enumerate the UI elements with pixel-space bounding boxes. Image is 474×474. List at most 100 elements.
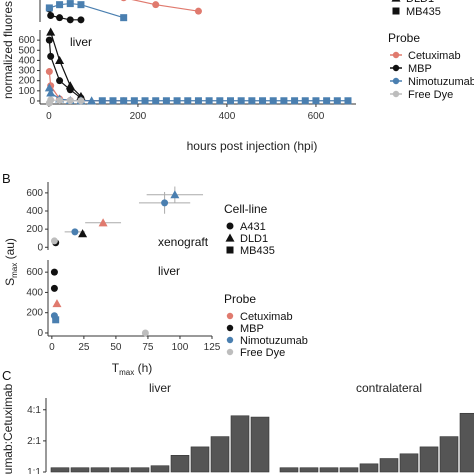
panel-b-y-tick-label: 400 — [26, 287, 43, 298]
panel-b-annotation: xenograft — [158, 235, 209, 249]
panel-a-upper-point — [152, 1, 160, 9]
legend-b-cellline-title: Cell-line — [224, 202, 268, 216]
panel-c-bar — [339, 467, 359, 473]
panel-c-y-tick-label: 2:1 — [27, 436, 41, 447]
panel-a-liver-point — [56, 96, 64, 104]
legend-a-cellline-marker — [391, 0, 401, 2]
panel-a-liver-point — [45, 36, 53, 44]
panel-b-y-tick-label: 600 — [26, 188, 43, 199]
panel-a-liver-point — [291, 97, 299, 105]
panel-a-liver-point — [45, 68, 53, 76]
panel-b: B 0 200 400 600 xenograft Smax (au) 0 200 400 60… — [2, 171, 308, 377]
panel-c-y-label: cumab:Cetuximab — [1, 383, 15, 474]
panel-b-y-tick-label: 200 — [26, 224, 43, 235]
panel-b-x-label: Tmax (h) — [112, 361, 152, 377]
legend-a-probe-title: Probe — [388, 31, 420, 45]
panel-a-liver-point — [226, 97, 234, 105]
panel-a-upper-series-line-0 — [131, 0, 199, 12]
panel-a-liver-y-tick-label: 600 — [18, 35, 35, 46]
panel-b-point — [141, 329, 149, 337]
panel-a-liver-point — [259, 97, 267, 105]
panel-a-liver-point — [184, 97, 192, 105]
panel-a-liver-point — [55, 55, 65, 65]
panel-b-y-label-sub: max — [10, 263, 19, 278]
panel-c-bar — [210, 436, 230, 473]
panel-c-bar — [439, 436, 459, 473]
legend-a-probe-label: Free Dye — [408, 89, 453, 101]
panel-a-liver-point — [205, 97, 213, 105]
panel-a-liver-point — [280, 97, 288, 105]
panel-a-liver-point — [65, 81, 75, 90]
panel-a-liver-point — [141, 97, 149, 105]
panel-c-bar — [379, 458, 399, 473]
panel-a-liver-point — [269, 97, 277, 105]
panel-a-upper-point — [77, 16, 85, 24]
legend-a-probe-marker — [392, 51, 400, 59]
panel-a-liver-point — [344, 97, 352, 105]
panel-c: C 1:1 2:1 4:1 cumab:Cetuximab liver contralat… — [1, 368, 474, 474]
panel-a-liver-point — [44, 83, 54, 92]
legend-b-probe-marker — [226, 336, 234, 344]
panel-b-x-tick-label: 50 — [110, 342, 122, 353]
panel-a-liver-point — [248, 97, 256, 105]
panel-c-bar — [399, 453, 419, 473]
panel-c-label: C — [2, 368, 11, 383]
panel-b-x-tick-label: 75 — [142, 342, 154, 353]
legend-b-cellline-marker — [226, 246, 234, 254]
panel-a-liver-point — [323, 97, 331, 105]
panel-c-facet-title-0: liver — [149, 381, 171, 395]
panel-b-point — [98, 218, 108, 227]
panel-b-y-tick-label: 200 — [26, 308, 43, 319]
panel-a-liver-x-tick-label: 600 — [308, 111, 325, 122]
panel-a-liver-y-tick-label: 500 — [18, 45, 35, 56]
panel-c-bar — [299, 467, 319, 473]
panel-c-y-tick-label: 1:1 — [27, 467, 41, 474]
panel-a-upper-point — [194, 7, 202, 15]
panel-b-xenograft-plot: 0 200 400 600 xenograft Smax (au) — [3, 182, 209, 286]
legend-a-cellline-label: DLD1 — [406, 0, 434, 5]
panel-a-x-label: hours post injection (hpi) — [187, 139, 318, 153]
panel-a-liver-point — [152, 97, 160, 105]
panel-a-liver-point — [130, 97, 138, 105]
legend-a-probe-marker — [392, 64, 400, 72]
legend-b-probe-label: MBP — [240, 323, 264, 335]
panel-c-facet-title-1: contralateral — [356, 381, 422, 395]
panel-a-upper-point — [120, 14, 128, 22]
panel-a-liver-point — [77, 97, 85, 105]
legend-a-cellline-marker — [392, 7, 400, 15]
legend-a-probe-label: MBP — [408, 63, 432, 75]
panel-a-liver-point — [76, 91, 86, 100]
legend-b-probe-marker — [226, 312, 234, 320]
legend-b-probe-label: Nimotuzumab — [240, 335, 308, 347]
panel-c-bar — [190, 446, 210, 473]
panel-a-upper-series-line-1 — [48, 8, 81, 21]
legend-a-probe-label: Cetuximab — [408, 50, 461, 62]
panel-b-x-tick-label: 0 — [49, 342, 55, 353]
panel-a-liver-x-tick-label: 400 — [219, 111, 236, 122]
legend-a-probe-marker — [392, 77, 400, 85]
panel-a-liver-point — [56, 77, 64, 85]
panel-b-y-tick-label: 400 — [26, 206, 43, 217]
panel-c-bar — [359, 463, 379, 473]
panel-a-liver-point — [47, 52, 55, 60]
panel-a-liver-y-tick-label: 300 — [18, 66, 35, 77]
panel-b-x-tick-label: 25 — [78, 342, 90, 353]
panel-a-liver-y-tick-label: 200 — [18, 76, 35, 87]
legend-b-probe-marker — [226, 324, 234, 332]
panel-c-bar — [50, 467, 70, 473]
panel-c-bar — [130, 467, 150, 473]
panel-b-label: B — [2, 171, 11, 186]
panel-a-liver-annotation: liver — [70, 35, 92, 49]
panel-a-liver-x-tick-label: 0 — [46, 111, 52, 122]
panel-a-upper-point — [45, 4, 53, 12]
panel-a-liver-y-tick-label: 100 — [18, 86, 35, 97]
panel-c-bar — [90, 467, 110, 473]
panel-a-upper-point — [66, 16, 74, 24]
legend-b-probe-marker — [226, 348, 234, 356]
panel-c-y-tick-label: 4:1 — [27, 405, 41, 416]
legend-b-probe-label: Free Dye — [240, 347, 285, 359]
